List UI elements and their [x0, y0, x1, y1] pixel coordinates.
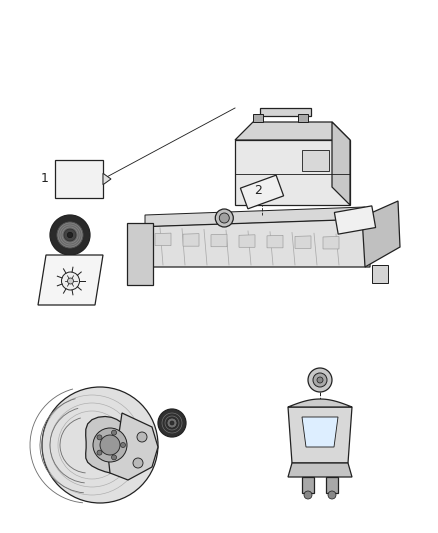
Polygon shape [323, 237, 339, 249]
Circle shape [100, 435, 120, 455]
Circle shape [67, 232, 73, 238]
Circle shape [137, 432, 147, 442]
Polygon shape [235, 140, 350, 205]
Circle shape [313, 373, 327, 387]
Circle shape [97, 450, 102, 455]
Text: 1: 1 [41, 173, 49, 185]
Circle shape [158, 409, 186, 437]
Circle shape [112, 430, 117, 435]
Circle shape [328, 491, 336, 499]
Polygon shape [372, 265, 388, 283]
Polygon shape [55, 160, 103, 198]
Polygon shape [183, 233, 199, 246]
Circle shape [215, 209, 233, 227]
Polygon shape [240, 175, 284, 209]
Polygon shape [211, 234, 227, 247]
Circle shape [308, 368, 332, 392]
Circle shape [112, 455, 117, 460]
Polygon shape [127, 223, 153, 285]
Circle shape [93, 428, 127, 462]
Circle shape [170, 421, 174, 425]
Polygon shape [288, 407, 352, 463]
Polygon shape [295, 236, 311, 248]
Polygon shape [108, 413, 158, 480]
Circle shape [304, 491, 312, 499]
Polygon shape [332, 122, 350, 205]
Polygon shape [155, 233, 171, 246]
Text: 2: 2 [254, 183, 262, 197]
Polygon shape [302, 477, 314, 493]
Polygon shape [239, 235, 255, 247]
Polygon shape [103, 173, 111, 185]
Circle shape [167, 418, 177, 428]
Polygon shape [260, 108, 311, 116]
Circle shape [317, 377, 323, 383]
Polygon shape [302, 417, 338, 447]
Polygon shape [362, 201, 400, 267]
Circle shape [133, 458, 143, 468]
Polygon shape [334, 206, 376, 234]
Circle shape [64, 229, 76, 241]
Circle shape [61, 272, 80, 290]
Polygon shape [135, 219, 370, 267]
Polygon shape [38, 255, 103, 305]
Polygon shape [288, 399, 352, 407]
Polygon shape [253, 114, 263, 122]
Circle shape [67, 278, 74, 284]
Polygon shape [86, 416, 142, 473]
Polygon shape [267, 236, 283, 248]
Polygon shape [298, 114, 308, 122]
Circle shape [42, 387, 158, 503]
Polygon shape [235, 122, 350, 140]
Circle shape [50, 215, 90, 255]
Polygon shape [288, 463, 352, 477]
Circle shape [120, 442, 126, 448]
Circle shape [219, 213, 230, 223]
Circle shape [57, 222, 83, 248]
Polygon shape [326, 477, 338, 493]
Polygon shape [145, 207, 375, 227]
Circle shape [97, 435, 102, 440]
Polygon shape [302, 150, 329, 171]
